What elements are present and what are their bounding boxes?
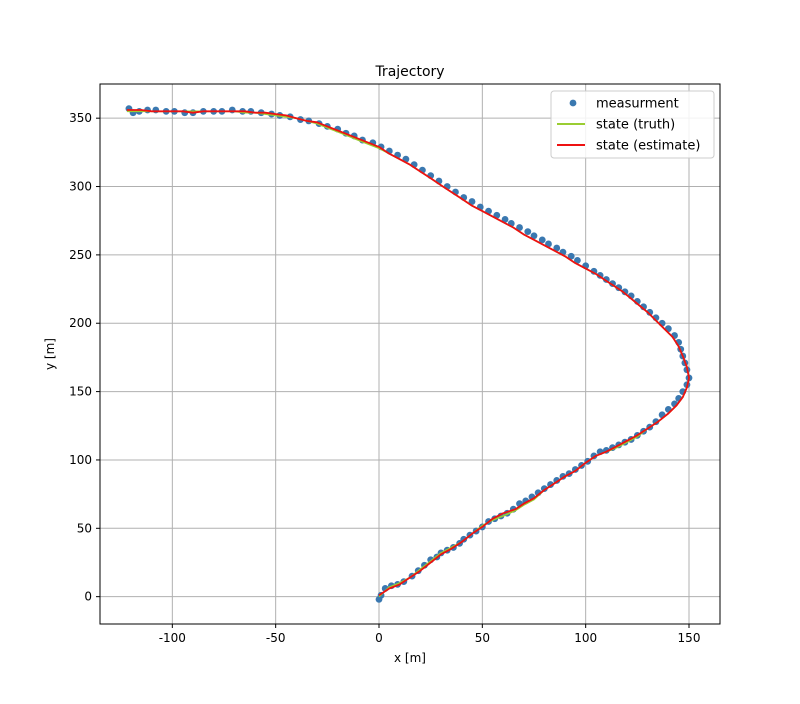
measurement-point [468,198,476,205]
legend-measurement-marker [569,99,577,107]
y-tick-label: 350 [69,111,92,125]
grid-lines [100,84,720,624]
measurement-point [567,252,575,260]
measurement-point [646,308,654,316]
measurement-point [152,106,160,114]
data-series [125,105,693,603]
measurement-point [621,288,629,296]
x-tick-label: 150 [678,631,701,645]
measurement-point [553,244,561,252]
y-tick-label: 100 [69,453,92,467]
y-tick-label: 250 [69,248,92,262]
chart-title: Trajectory [374,64,444,80]
y-tick-label: 200 [69,316,92,330]
axis-ticks: -100 -50 0 50 100 150 0 50 100 150 200 250 300 350 [69,111,700,645]
legend: measurment state (truth) state (estimate) [550,90,715,159]
estimate-line [126,109,690,597]
legend-measurement-label: measurment [596,97,679,112]
measurement-point [574,256,581,264]
x-axis-label: x [m] [394,651,426,665]
measurement-point [516,224,523,231]
y-tick-label: 300 [69,180,92,194]
legend-estimate-label: state (estimate) [596,139,700,154]
x-tick-label: -100 [159,631,186,645]
measurement-point [538,236,546,244]
y-axis-label: y [m] [43,338,57,370]
legend-truth-label: state (truth) [596,118,675,133]
x-tick-label: -50 [266,631,286,645]
plot-frame [99,83,721,625]
y-tick-label: 0 [84,590,92,604]
legend-box [550,90,715,159]
x-tick-label: 50 [475,631,490,645]
x-tick-label: 100 [574,631,597,645]
measurement-point [524,228,532,236]
y-tick-label: 150 [69,385,92,399]
x-tick-label: 0 [375,631,383,645]
y-tick-label: 50 [77,521,92,535]
measurement-point [501,215,509,223]
measurement-point [228,106,236,114]
measurement-point [530,232,538,240]
